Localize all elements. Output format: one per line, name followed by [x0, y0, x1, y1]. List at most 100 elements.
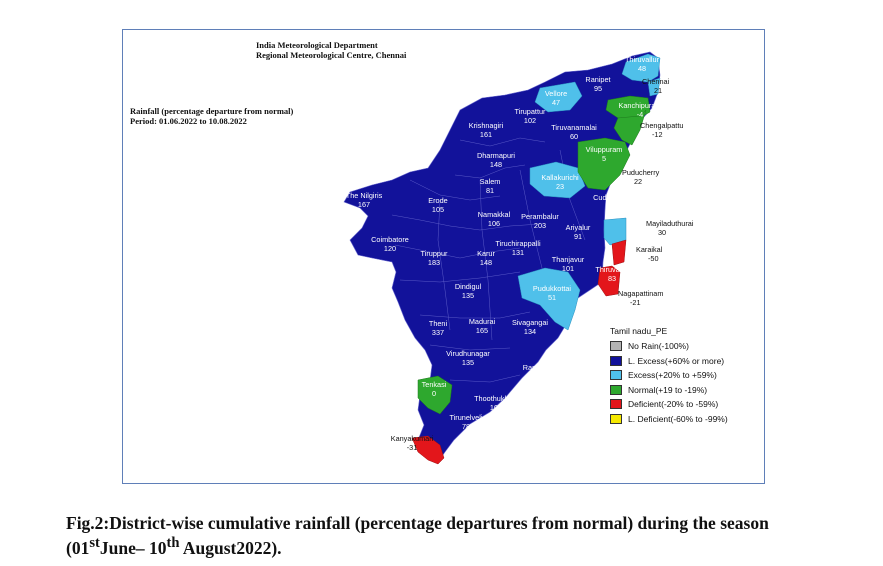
district-name: Chengalpattu [640, 121, 683, 130]
org-header: India Meteorological Department Regional… [256, 40, 406, 60]
district-value: 22 [634, 177, 642, 186]
district-value: 337 [432, 328, 444, 337]
legend-item: Deficient(-20% to -59%) [610, 397, 728, 412]
district-name: Salem [480, 177, 501, 186]
org-centre: Regional Meteorological Centre, Chennai [256, 50, 407, 60]
district-value: 183 [428, 258, 440, 267]
district-value: 165 [476, 326, 488, 335]
legend-item: L. Excess(+60% or more) [610, 354, 728, 369]
district-name: Nagapattinam [618, 289, 663, 298]
district-value: 106 [488, 219, 500, 228]
district-name: Theni [429, 319, 448, 328]
district-value: 105 [432, 205, 444, 214]
district-name: Viluppuram [586, 145, 623, 154]
district-name: Tirunelveli [450, 413, 483, 422]
district-name: The Nilgiris [346, 191, 383, 200]
district-viluppuram [577, 137, 631, 191]
district-value: 148 [480, 258, 492, 267]
district-value: 102 [524, 116, 536, 125]
district-name: Puducherry [622, 168, 660, 177]
district-label-karaikal: Karaikal-50 [636, 245, 663, 263]
figure-caption: Fig.2:District-wise cumulative rainfall … [66, 513, 836, 558]
legend-label: Normal(+19 to -19%) [628, 384, 708, 395]
district-name: Sivagangai [512, 318, 548, 327]
district-value: 64 [606, 202, 614, 211]
district-label-nagapattinam: Nagapattinam-21 [618, 289, 663, 307]
district-value: 60 [570, 132, 578, 141]
district-value: 135 [462, 291, 474, 300]
district-name: Namakkal [478, 210, 511, 219]
district-value: 203 [534, 221, 546, 230]
district-kanyakumari [411, 435, 445, 465]
caption-sup: th [166, 535, 180, 551]
district-value: 135 [462, 358, 474, 367]
district-name: Ariyalur [566, 223, 591, 232]
district-value: 122 [546, 372, 558, 381]
district-name: Madurai [469, 317, 496, 326]
district-tenkasi [417, 375, 453, 415]
district-name: Dindigul [455, 282, 482, 291]
district-nagapattinam [597, 265, 621, 297]
district-value: 0 [432, 389, 436, 398]
district-value: 30 [658, 228, 666, 237]
district-value: 134 [524, 327, 536, 336]
district-thiruvallur [621, 53, 661, 83]
caption-text: June– 10 [99, 537, 167, 558]
district-name: Ramanathapuram [523, 363, 581, 372]
district-name: Perambalur [521, 212, 559, 221]
district-name: Thanjavur [552, 255, 585, 264]
legend-item: No Rain(-100%) [610, 339, 728, 354]
district-value: 101 [562, 264, 574, 273]
legend-swatch [610, 413, 622, 424]
district-value: -50 [648, 254, 659, 263]
legend-label: L. Excess(+60% or more) [628, 355, 725, 366]
district-name: Tiruppur [421, 249, 448, 258]
district-label-kanchipuram: Kanchipuram-4 [619, 101, 662, 119]
legend-label: L. Deficient(-60% to -99%) [628, 413, 728, 424]
district-value: -21 [630, 298, 641, 307]
district-name: Thiruvarur [595, 265, 629, 274]
district-value: 131 [512, 248, 524, 257]
district-value: 148 [490, 160, 502, 169]
district-value: 23 [556, 182, 564, 191]
district-name: Tiruvanamalai [551, 123, 597, 132]
legend-label: Deficient(-20% to -59%) [628, 399, 719, 410]
district-name: Virudhunagar [446, 349, 490, 358]
district-boundaries [391, 137, 586, 383]
district-name: Thoothukkudi [474, 394, 518, 403]
district-name: Dharmapuri [477, 151, 515, 160]
district-value: 78 [462, 422, 470, 431]
district-value: 161 [480, 130, 492, 139]
map-title: Rainfall (percentage departure from norm… [130, 106, 294, 116]
district-name: Krishnagiri [469, 121, 504, 130]
legend-swatch [610, 399, 622, 410]
caption-text: August2022). [179, 537, 282, 558]
legend-swatch [610, 341, 622, 352]
district-value: 51 [548, 293, 556, 302]
district-value: 95 [594, 84, 602, 93]
legend-label: Excess(+20% to +59%) [628, 370, 717, 381]
district-name: Kanchipuram [619, 101, 662, 110]
district-name: Kanyakumari [391, 434, 434, 443]
legend-swatch [610, 355, 622, 366]
